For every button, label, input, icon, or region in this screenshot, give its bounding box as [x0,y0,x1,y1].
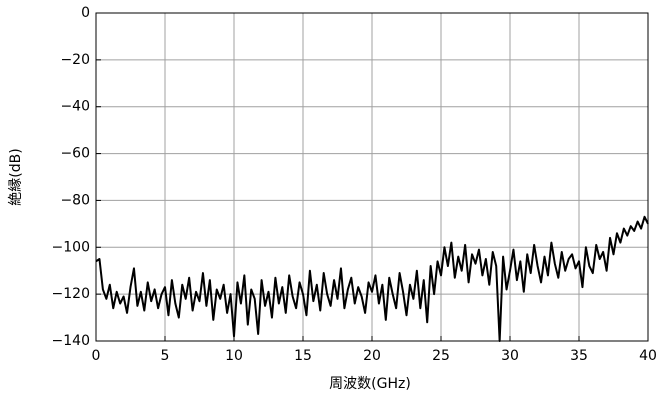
x-tick-label: 40 [639,348,657,364]
plot-frame [95,12,649,342]
x-tick-label: 5 [161,348,170,364]
y-tick-label: −120 [52,286,90,302]
y-tick-label: −80 [60,192,90,208]
x-tick-label: 35 [570,348,588,364]
x-tick-label: 25 [432,348,450,364]
y-tick-label: −60 [60,146,90,162]
x-tick-label: 15 [294,348,312,364]
y-tick-label: 0 [81,5,90,21]
data-line [95,215,649,342]
x-tick-label: 30 [501,348,519,364]
y-tick-label: −40 [60,99,90,115]
x-tick-label: 20 [363,348,381,364]
y-tick-label: −100 [52,239,90,255]
x-axis-label: 周波数(GHz) [329,376,411,392]
x-tick-label: 10 [225,348,243,364]
y-tick-label: −140 [52,333,90,349]
x-tick-label: 0 [92,348,101,364]
y-axis-label: 絶縁(dB) [8,148,24,205]
y-tick-label: −20 [60,52,90,68]
